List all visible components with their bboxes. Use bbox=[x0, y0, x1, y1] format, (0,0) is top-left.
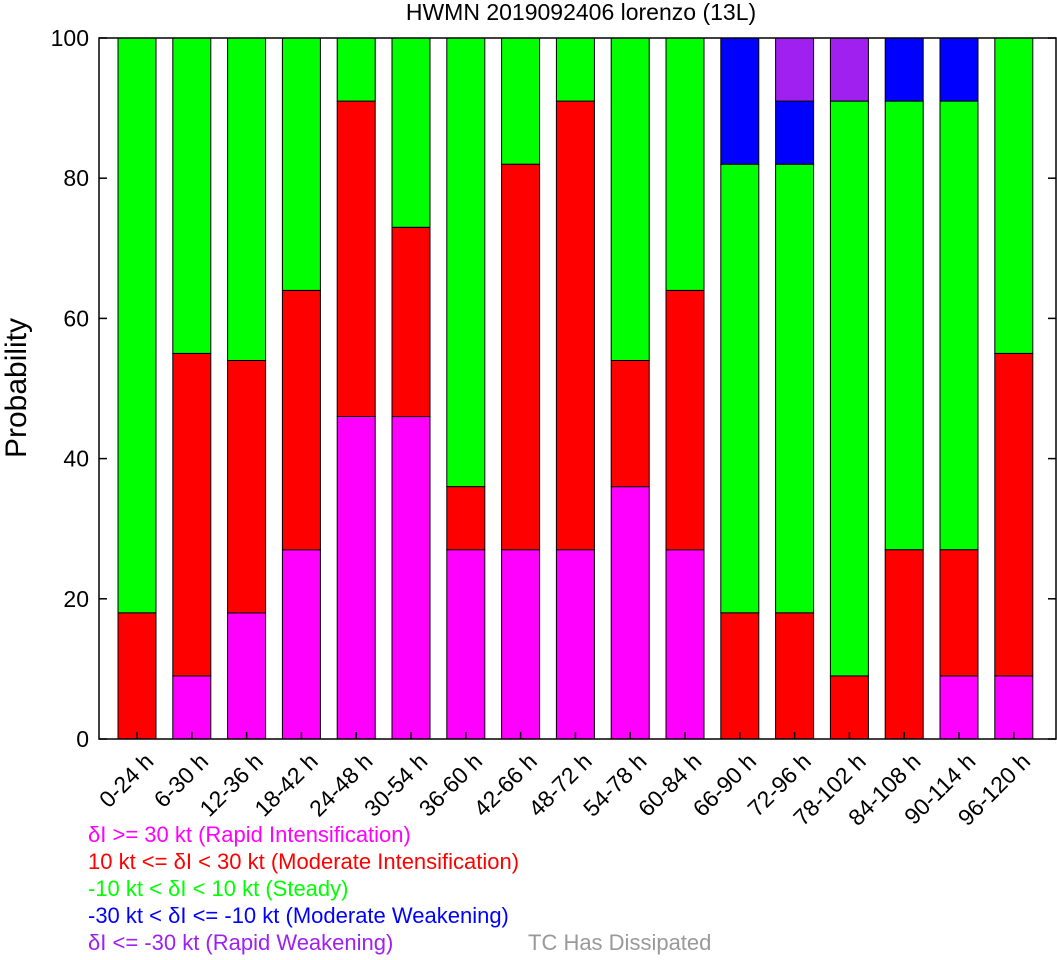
bar-segment-s0-9 bbox=[610, 486, 650, 740]
bar-segment-s2-8 bbox=[555, 37, 595, 102]
bar-segment-s2-12 bbox=[775, 163, 815, 614]
y-tick-label-1: 20 bbox=[63, 586, 89, 612]
legend: δI >= 30 kt (Rapid Intensification)10 kt… bbox=[88, 822, 711, 955]
bar-segment-s2-6 bbox=[446, 37, 486, 488]
y-axis-label: Probability bbox=[0, 318, 33, 458]
bar-segment-s1-9 bbox=[610, 360, 650, 488]
bar-segment-s2-4 bbox=[336, 37, 376, 102]
bar-segment-s0-16 bbox=[994, 675, 1034, 740]
legend-entry-dissipated: TC Has Dissipated bbox=[528, 930, 711, 955]
bar-segment-s2-5 bbox=[391, 37, 431, 228]
bar-segment-s1-10 bbox=[665, 289, 705, 551]
bar-segment-s1-4 bbox=[336, 100, 376, 417]
bar-segment-s2-2 bbox=[227, 37, 267, 361]
legend-entry-3: -30 kt < δI <= -10 kt (Moderate Weakenin… bbox=[88, 903, 509, 928]
bar-segment-s2-11 bbox=[720, 163, 760, 614]
bar-segment-s1-12 bbox=[775, 612, 815, 740]
bar-segment-s2-16 bbox=[994, 37, 1034, 354]
plot-frame bbox=[98, 37, 1057, 740]
bar-segment-s2-1 bbox=[172, 37, 212, 354]
legend-entry-4: δI <= -30 kt (Rapid Weakening) bbox=[88, 930, 393, 955]
bar-segment-s1-5 bbox=[391, 226, 431, 418]
bar-segment-s0-8 bbox=[555, 549, 595, 740]
bar-segment-s1-0 bbox=[117, 612, 157, 740]
bar-segment-s0-6 bbox=[446, 549, 486, 740]
bar-segment-s1-16 bbox=[994, 352, 1034, 677]
bar-segment-s1-11 bbox=[720, 612, 760, 740]
bar-segment-s0-4 bbox=[336, 416, 376, 740]
bar-segment-s0-2 bbox=[227, 612, 267, 740]
bar-segment-s3-11 bbox=[720, 37, 760, 165]
bar-segment-s0-3 bbox=[281, 549, 321, 740]
bar-segment-s1-13 bbox=[829, 675, 869, 740]
y-tick-label-0: 0 bbox=[76, 726, 89, 752]
bar-segment-s2-13 bbox=[829, 100, 869, 677]
bar-segment-s1-2 bbox=[227, 360, 267, 614]
y-tick-label-3: 60 bbox=[63, 305, 89, 331]
y-tick-label-4: 80 bbox=[63, 165, 89, 191]
bar-segment-s0-1 bbox=[172, 675, 212, 740]
chart-title: HWMN 2019092406 lorenzo (13L) bbox=[406, 0, 756, 25]
bar-segment-s3-15 bbox=[939, 37, 979, 102]
bar-segment-s0-15 bbox=[939, 675, 979, 740]
bar-segment-s2-0 bbox=[117, 37, 157, 614]
bar-segment-s0-5 bbox=[391, 416, 431, 740]
bar-segment-s2-10 bbox=[665, 37, 705, 291]
y-tick-label-2: 40 bbox=[63, 446, 89, 472]
x-tick-label-0: 0-24 h bbox=[94, 748, 159, 813]
bar-segment-s3-14 bbox=[884, 37, 924, 102]
bar-segment-s0-7 bbox=[501, 549, 541, 740]
legend-entry-2: -10 kt < δI < 10 kt (Steady) bbox=[88, 876, 348, 901]
bar-segment-s2-15 bbox=[939, 100, 979, 551]
bar-segment-s2-7 bbox=[501, 37, 541, 165]
bar-segment-s1-15 bbox=[939, 549, 979, 677]
bar-segment-s2-9 bbox=[610, 37, 650, 361]
bar-segment-s1-7 bbox=[501, 163, 541, 551]
legend-entry-1: 10 kt <= δI < 30 kt (Moderate Intensific… bbox=[88, 849, 519, 874]
bar-segment-s2-3 bbox=[281, 37, 321, 291]
y-tick-label-5: 100 bbox=[51, 25, 89, 51]
bars-layer bbox=[117, 37, 1034, 740]
bar-segment-s1-1 bbox=[172, 352, 212, 677]
bar-segment-s4-13 bbox=[829, 37, 869, 102]
bar-segment-s2-14 bbox=[884, 100, 924, 551]
bar-segment-s0-10 bbox=[665, 549, 705, 740]
bar-segment-s1-6 bbox=[446, 486, 486, 551]
bar-segment-s4-12 bbox=[775, 37, 815, 102]
bar-segment-s3-12 bbox=[775, 100, 815, 165]
bar-segment-s1-8 bbox=[555, 100, 595, 551]
bar-segment-s1-3 bbox=[281, 289, 321, 551]
legend-entry-0: δI >= 30 kt (Rapid Intensification) bbox=[88, 822, 411, 847]
bar-segment-s1-14 bbox=[884, 549, 924, 740]
